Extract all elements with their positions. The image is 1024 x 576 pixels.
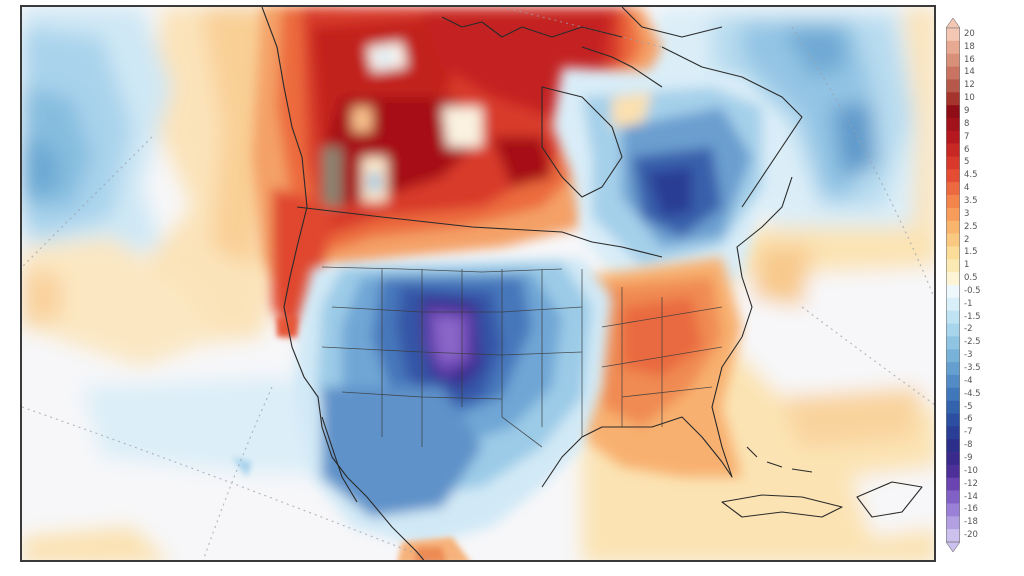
colorbar-tick-label: -1.5 xyxy=(964,311,981,322)
colorbar-tick-label: -5 xyxy=(964,401,973,412)
colorbar-tick-label: -9 xyxy=(964,452,973,463)
colorbar-tick-label: -8 xyxy=(964,440,973,451)
colorbar-band xyxy=(946,156,960,170)
colorbar-band xyxy=(946,349,960,363)
colorbar-extend-max xyxy=(945,17,961,29)
colorbar-tick-label: -1 xyxy=(964,298,973,309)
colorbar xyxy=(945,17,961,553)
colorbar-band xyxy=(946,413,960,427)
colorbar-band xyxy=(946,117,960,132)
colorbar-tick-label: -12 xyxy=(964,478,978,489)
colorbar-tick-label: 8 xyxy=(964,118,970,129)
colorbar-band xyxy=(946,452,960,466)
colorbar-tick-label: 3.5 xyxy=(964,195,978,206)
colorbar-band xyxy=(946,374,960,389)
colorbar-band xyxy=(946,28,960,42)
colorbar-tick-label: -2.5 xyxy=(964,337,981,348)
colorbar-tick-label: 1.5 xyxy=(964,247,978,258)
colorbar-band xyxy=(946,336,960,350)
colorbar-tick-label: 2.5 xyxy=(964,221,978,232)
colorbar-tick-label: 20 xyxy=(964,28,975,39)
colorbar-band xyxy=(946,195,960,209)
colorbar-band xyxy=(946,490,960,504)
colorbar-band xyxy=(946,323,960,337)
colorbar-band xyxy=(946,130,960,144)
colorbar-tick-label: -14 xyxy=(964,491,978,502)
colorbar-tick-label: 6 xyxy=(964,144,970,155)
colorbar-tick-label: 5 xyxy=(964,157,970,168)
colorbar-tick-label: 4 xyxy=(964,183,970,194)
colorbar-tick-label: -3 xyxy=(964,350,973,361)
colorbar-tick-label: -10 xyxy=(964,465,978,476)
colorbar-band xyxy=(946,259,960,273)
colorbar-tick-label: -2 xyxy=(964,324,973,335)
colorbar-band xyxy=(946,529,960,543)
colorbar-band xyxy=(946,272,960,286)
colorbar-band xyxy=(946,464,960,479)
colorbar-band xyxy=(946,92,960,106)
colorbar-tick-label: 18 xyxy=(964,41,975,52)
colorbar-band xyxy=(946,246,960,260)
colorbar-band xyxy=(946,207,960,222)
colorbar-band xyxy=(946,105,960,119)
colorbar-tick-label: 14 xyxy=(964,67,975,78)
colorbar-band xyxy=(946,40,960,54)
colorbar-band xyxy=(946,182,960,196)
colorbar-band xyxy=(946,233,960,247)
colorbar-tick-label: -7 xyxy=(964,427,973,438)
colorbar-tick-label: 16 xyxy=(964,54,975,65)
colorbar-tick-label: -4.5 xyxy=(964,388,981,399)
colorbar-tick-label: 3 xyxy=(964,208,970,219)
colorbar-tick-label: 1 xyxy=(964,260,970,271)
colorbar-band xyxy=(946,503,960,517)
colorbar-extend-min xyxy=(945,541,961,553)
colorbar-tick-label: -4 xyxy=(964,375,973,386)
colorbar-band xyxy=(946,439,960,453)
colorbar-band xyxy=(946,53,960,67)
colorbar-band xyxy=(946,220,960,234)
colorbar-tick-label: -20 xyxy=(964,530,978,541)
colorbar-band xyxy=(946,297,960,311)
colorbar-tick-label: -6 xyxy=(964,414,973,425)
colorbar-band xyxy=(946,426,960,440)
colorbar-band xyxy=(946,79,960,93)
colorbar-labels: 20 18 16 14 12 10 9 8 7 6 5 4.5 4 3.5 3 2.5 2 1.5 1 0.5 -0.5… xyxy=(964,18,1024,552)
colorbar-tick-label: -3.5 xyxy=(964,363,981,374)
colorbar-tick-label: 7 xyxy=(964,131,970,142)
anomaly-map xyxy=(20,5,936,562)
colorbar-band xyxy=(946,66,960,80)
colorbar-tick-label: 2 xyxy=(964,234,970,245)
colorbar-band xyxy=(946,516,960,530)
colorbar-band xyxy=(946,143,960,157)
colorbar-tick-label: -16 xyxy=(964,504,978,515)
map-contours xyxy=(22,7,934,560)
colorbar-band xyxy=(946,362,960,376)
colorbar-tick-label: 9 xyxy=(964,106,970,117)
colorbar-band xyxy=(946,477,960,491)
colorbar-band xyxy=(946,387,960,401)
colorbar-band xyxy=(946,169,960,183)
colorbar-tick-label: 0.5 xyxy=(964,273,978,284)
colorbar-band xyxy=(946,310,960,324)
colorbar-tick-label: -0.5 xyxy=(964,285,981,296)
colorbar-band xyxy=(946,400,960,414)
colorbar-tick-label: -18 xyxy=(964,517,978,528)
colorbar-tick-label: 4.5 xyxy=(964,170,978,181)
colorbar-band xyxy=(946,285,960,299)
colorbar-tick-label: 12 xyxy=(964,80,975,91)
colorbar-scale xyxy=(945,17,961,553)
colorbar-tick-label: 10 xyxy=(964,93,975,104)
